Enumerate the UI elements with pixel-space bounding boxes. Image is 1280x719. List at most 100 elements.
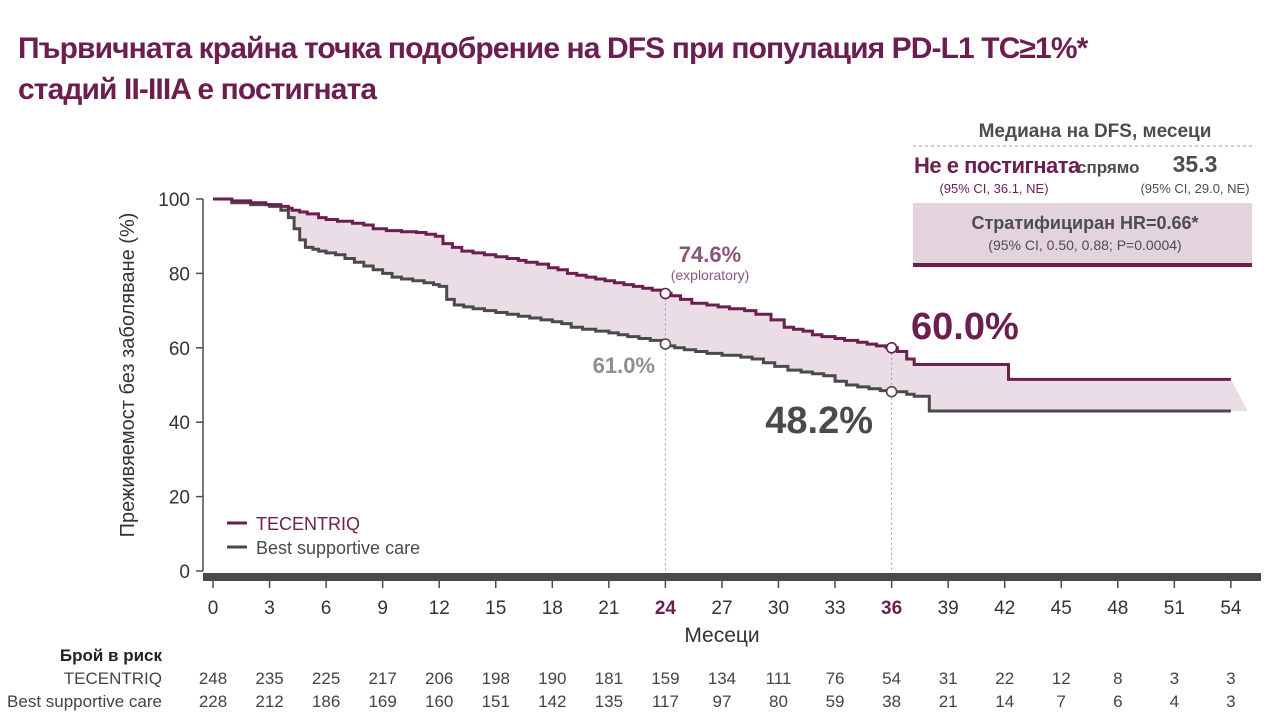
hazard-ratio: Стратифициран HR=0.66* bbox=[971, 213, 1198, 233]
at-risk-value: 169 bbox=[368, 692, 396, 711]
landmark-markers bbox=[659, 287, 898, 398]
landmark-marker-tecentriq-36 bbox=[885, 341, 898, 354]
landmark-marker-tecentriq-24 bbox=[659, 287, 672, 300]
at-risk-value: 151 bbox=[482, 692, 510, 711]
at-risk-value: 76 bbox=[826, 669, 845, 688]
y-tick-label: 60 bbox=[169, 339, 190, 360]
at-risk-value: 117 bbox=[652, 692, 679, 711]
at-risk-value: 21 bbox=[939, 692, 958, 711]
at-risk-value: 8 bbox=[1113, 669, 1122, 688]
landmark-note-tecentriq-24: (exploratory) bbox=[671, 267, 750, 283]
at-risk-value: 212 bbox=[255, 692, 283, 711]
x-tick-label: 48 bbox=[1107, 598, 1128, 619]
x-axis: 0 3 6 9 12 15 18 21 24 27 30 33 36 39 42 45 48 51 54 bbox=[208, 581, 1242, 619]
x-tick-label: 18 bbox=[542, 598, 563, 619]
landmark-label-tecentriq-24: 74.6% bbox=[679, 242, 741, 267]
x-tick-label: 15 bbox=[485, 598, 506, 619]
series-line-tecentriq bbox=[213, 197, 1231, 381]
x-tick-label: 21 bbox=[598, 598, 619, 619]
legend-label-bsc: Best supportive care bbox=[256, 538, 420, 558]
at-risk-value: 12 bbox=[1052, 669, 1071, 688]
at-risk-value: 3 bbox=[1226, 669, 1235, 688]
at-risk-value: 248 bbox=[199, 669, 227, 688]
x-tick-label: 39 bbox=[938, 598, 959, 619]
x-tick-label: 45 bbox=[1051, 598, 1072, 619]
x-tick-label: 33 bbox=[824, 598, 845, 619]
at-risk-value: 160 bbox=[425, 692, 453, 711]
at-risk-value: 31 bbox=[939, 669, 958, 688]
y-axis: 0 20 40 60 80 100 bbox=[158, 190, 204, 583]
at-risk-value: 54 bbox=[882, 669, 901, 688]
versus-label: спрямо bbox=[1077, 158, 1140, 177]
landmark-label-bsc-24: 61.0% bbox=[593, 353, 655, 378]
title-line-2: стадий II-IIIA е постигната bbox=[18, 73, 377, 107]
at-risk-value: 3 bbox=[1170, 669, 1179, 688]
x-tick-label: 12 bbox=[429, 598, 450, 619]
at-risk-value: 181 bbox=[595, 669, 623, 688]
at-risk-heading: Брой в риск bbox=[60, 646, 163, 665]
x-tick-label: 36 bbox=[881, 598, 902, 619]
at-risk-value: 4 bbox=[1170, 692, 1179, 711]
hr-box bbox=[913, 203, 1252, 265]
bsc-median-value: 35.3 bbox=[1173, 151, 1218, 177]
x-tick-label: 0 bbox=[208, 598, 219, 619]
y-tick-label: 80 bbox=[169, 264, 190, 285]
at-risk-value: 135 bbox=[595, 692, 623, 711]
at-risk-value: 111 bbox=[766, 669, 792, 688]
at-risk-value: 225 bbox=[312, 669, 340, 688]
at-risk-value: 217 bbox=[368, 669, 396, 688]
x-tick-label: 6 bbox=[321, 598, 332, 619]
x-tick-label: 27 bbox=[711, 598, 732, 619]
at-risk-value: 134 bbox=[708, 669, 736, 688]
at-risk-value: 59 bbox=[826, 692, 845, 711]
y-tick-label: 0 bbox=[179, 562, 190, 583]
legend: TECENTRIQ Best supportive care bbox=[227, 514, 420, 558]
x-tick-label: 54 bbox=[1220, 598, 1242, 619]
landmark-label-tecentriq-36: 60.0% bbox=[911, 306, 1019, 348]
at-risk-value: 190 bbox=[538, 669, 566, 688]
at-risk-value: 80 bbox=[769, 692, 788, 711]
tecentriq-median-ci: (95% CI, 36.1, NE) bbox=[939, 181, 1048, 196]
title-line-1: Първичната крайна точка подобрение на DF… bbox=[18, 32, 1088, 65]
median-box-heading: Медиана на DFS, месеци bbox=[979, 121, 1212, 142]
x-tick-label: 30 bbox=[768, 598, 789, 619]
x-tick-label: 9 bbox=[377, 598, 388, 619]
at-risk-value: 142 bbox=[538, 692, 566, 711]
at-risk-value: 159 bbox=[651, 669, 679, 688]
y-tick-label: 20 bbox=[169, 488, 190, 509]
at-risk-row-label-tecentriq: TECENTRIQ bbox=[64, 669, 162, 688]
y-axis-label: Преживяемост без заболяване (%) bbox=[117, 213, 139, 538]
at-risk-value: 228 bbox=[199, 692, 227, 711]
hazard-ratio-ci: (95% CI, 0.50, 0.88; P=0.0004) bbox=[988, 237, 1181, 253]
at-risk-value: 235 bbox=[255, 669, 283, 688]
number-at-risk-table: Брой в риск TECENTRIQ Best supportive ca… bbox=[7, 646, 1236, 711]
at-risk-value: 7 bbox=[1057, 692, 1066, 711]
x-axis-label: Месеци bbox=[684, 624, 759, 647]
series-line-best-supportive-care bbox=[213, 197, 1231, 413]
landmark-marker-bsc-36 bbox=[885, 385, 898, 398]
landmark-marker-bsc-24 bbox=[659, 338, 672, 350]
median-dfs-box: Медиана на DFS, месеци Не е постигната с… bbox=[913, 121, 1252, 267]
at-risk-row-label-bsc: Best supportive care bbox=[7, 692, 162, 711]
at-risk-value: 14 bbox=[995, 692, 1014, 711]
x-tick-label: 42 bbox=[994, 598, 1015, 619]
at-risk-value: 206 bbox=[425, 669, 453, 688]
y-tick-label: 100 bbox=[158, 190, 190, 211]
legend-label-tecentriq: TECENTRIQ bbox=[256, 514, 360, 534]
x-axis-bar bbox=[203, 573, 1261, 581]
x-tick-label: 51 bbox=[1164, 598, 1185, 619]
tecentriq-median-value: Не е постигната bbox=[914, 153, 1081, 178]
at-risk-value: 198 bbox=[482, 669, 510, 688]
at-risk-value: 22 bbox=[995, 669, 1014, 688]
at-risk-value: 38 bbox=[882, 692, 901, 711]
page-title: Първичната крайна точка подобрение на DF… bbox=[18, 28, 1088, 111]
x-tick-label: 24 bbox=[655, 598, 677, 619]
landmark-label-bsc-36: 48.2% bbox=[765, 400, 873, 442]
at-risk-value: 97 bbox=[712, 692, 731, 711]
at-risk-value: 6 bbox=[1113, 692, 1122, 711]
bsc-median-ci: (95% CI, 29.0, NE) bbox=[1140, 181, 1249, 196]
x-tick-label: 3 bbox=[264, 598, 275, 619]
y-tick-label: 40 bbox=[169, 413, 190, 434]
at-risk-value: 3 bbox=[1226, 692, 1235, 711]
